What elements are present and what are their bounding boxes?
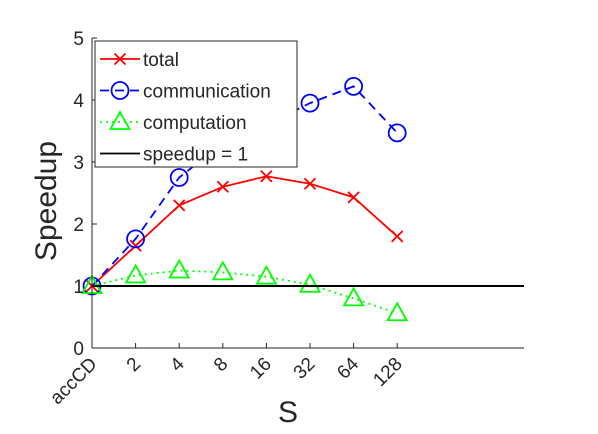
legend-box xyxy=(94,40,298,168)
data-point-s2-1 xyxy=(124,263,147,284)
data-point-s0-1 xyxy=(129,239,142,252)
legend-label-2: computation xyxy=(143,113,247,134)
data-point-s2-7 xyxy=(386,301,409,322)
data-point-s1-5 xyxy=(300,93,320,113)
x-tick-label-0: accCD xyxy=(46,354,101,409)
y-tick-label-4: 4 xyxy=(73,91,84,112)
x-tick-label-7: 128 xyxy=(369,354,406,391)
x-tick-label-1: 2 xyxy=(123,354,145,376)
data-point-s1-2 xyxy=(169,168,189,187)
data-point-s2-5 xyxy=(298,272,322,293)
y-tick-label-1: 1 xyxy=(73,277,84,298)
legend-entry-1: communication xyxy=(100,81,271,103)
series-line-0 xyxy=(91,175,398,287)
legend: total communication computation speedup = 1 xyxy=(94,40,298,168)
data-point-s2-4 xyxy=(255,264,278,285)
legend-label-0: total xyxy=(143,50,179,71)
legend-marker-2 xyxy=(108,110,132,130)
data-point-s0-5 xyxy=(303,177,317,190)
legend-marker-0 xyxy=(113,52,127,66)
legend-label-3: speedup = 1 xyxy=(143,145,248,166)
series-line-2 xyxy=(91,269,398,315)
data-point-s1-7 xyxy=(387,123,407,143)
y-tick-label-3: 3 xyxy=(73,153,84,174)
x-tick-label-6: 64 xyxy=(333,353,363,383)
x-tick-label-5: 32 xyxy=(290,354,320,384)
y-axis-label: Speedup xyxy=(30,141,63,261)
legend-label-1: communication xyxy=(143,82,271,103)
data-point-s1-6 xyxy=(344,76,364,96)
legend-entry-2: computation xyxy=(100,110,247,134)
data-point-s0-7 xyxy=(391,230,404,243)
legend-marker-1 xyxy=(110,81,130,100)
data-point-s2-2 xyxy=(168,258,191,279)
data-point-s2-3 xyxy=(211,260,234,281)
data-point-s1-1 xyxy=(126,229,146,249)
x-tick-label-4: 16 xyxy=(246,354,276,384)
y-tick-label-5: 5 xyxy=(73,29,84,50)
x-axis-label: S xyxy=(278,396,298,429)
y-tick-label-2: 2 xyxy=(73,215,84,236)
data-point-s2-6 xyxy=(342,286,365,307)
data-point-s0-3 xyxy=(216,180,229,193)
data-point-s0-6 xyxy=(347,191,360,204)
x-tick-label-3: 8 xyxy=(210,354,232,376)
y-tick-label-0: 0 xyxy=(73,339,84,360)
data-point-s0-4 xyxy=(260,170,273,183)
legend-entry-0: total xyxy=(100,50,179,71)
data-point-s0-2 xyxy=(173,199,186,212)
legend-entry-3: speedup = 1 xyxy=(100,145,248,166)
x-tick-label-2: 4 xyxy=(166,353,189,376)
